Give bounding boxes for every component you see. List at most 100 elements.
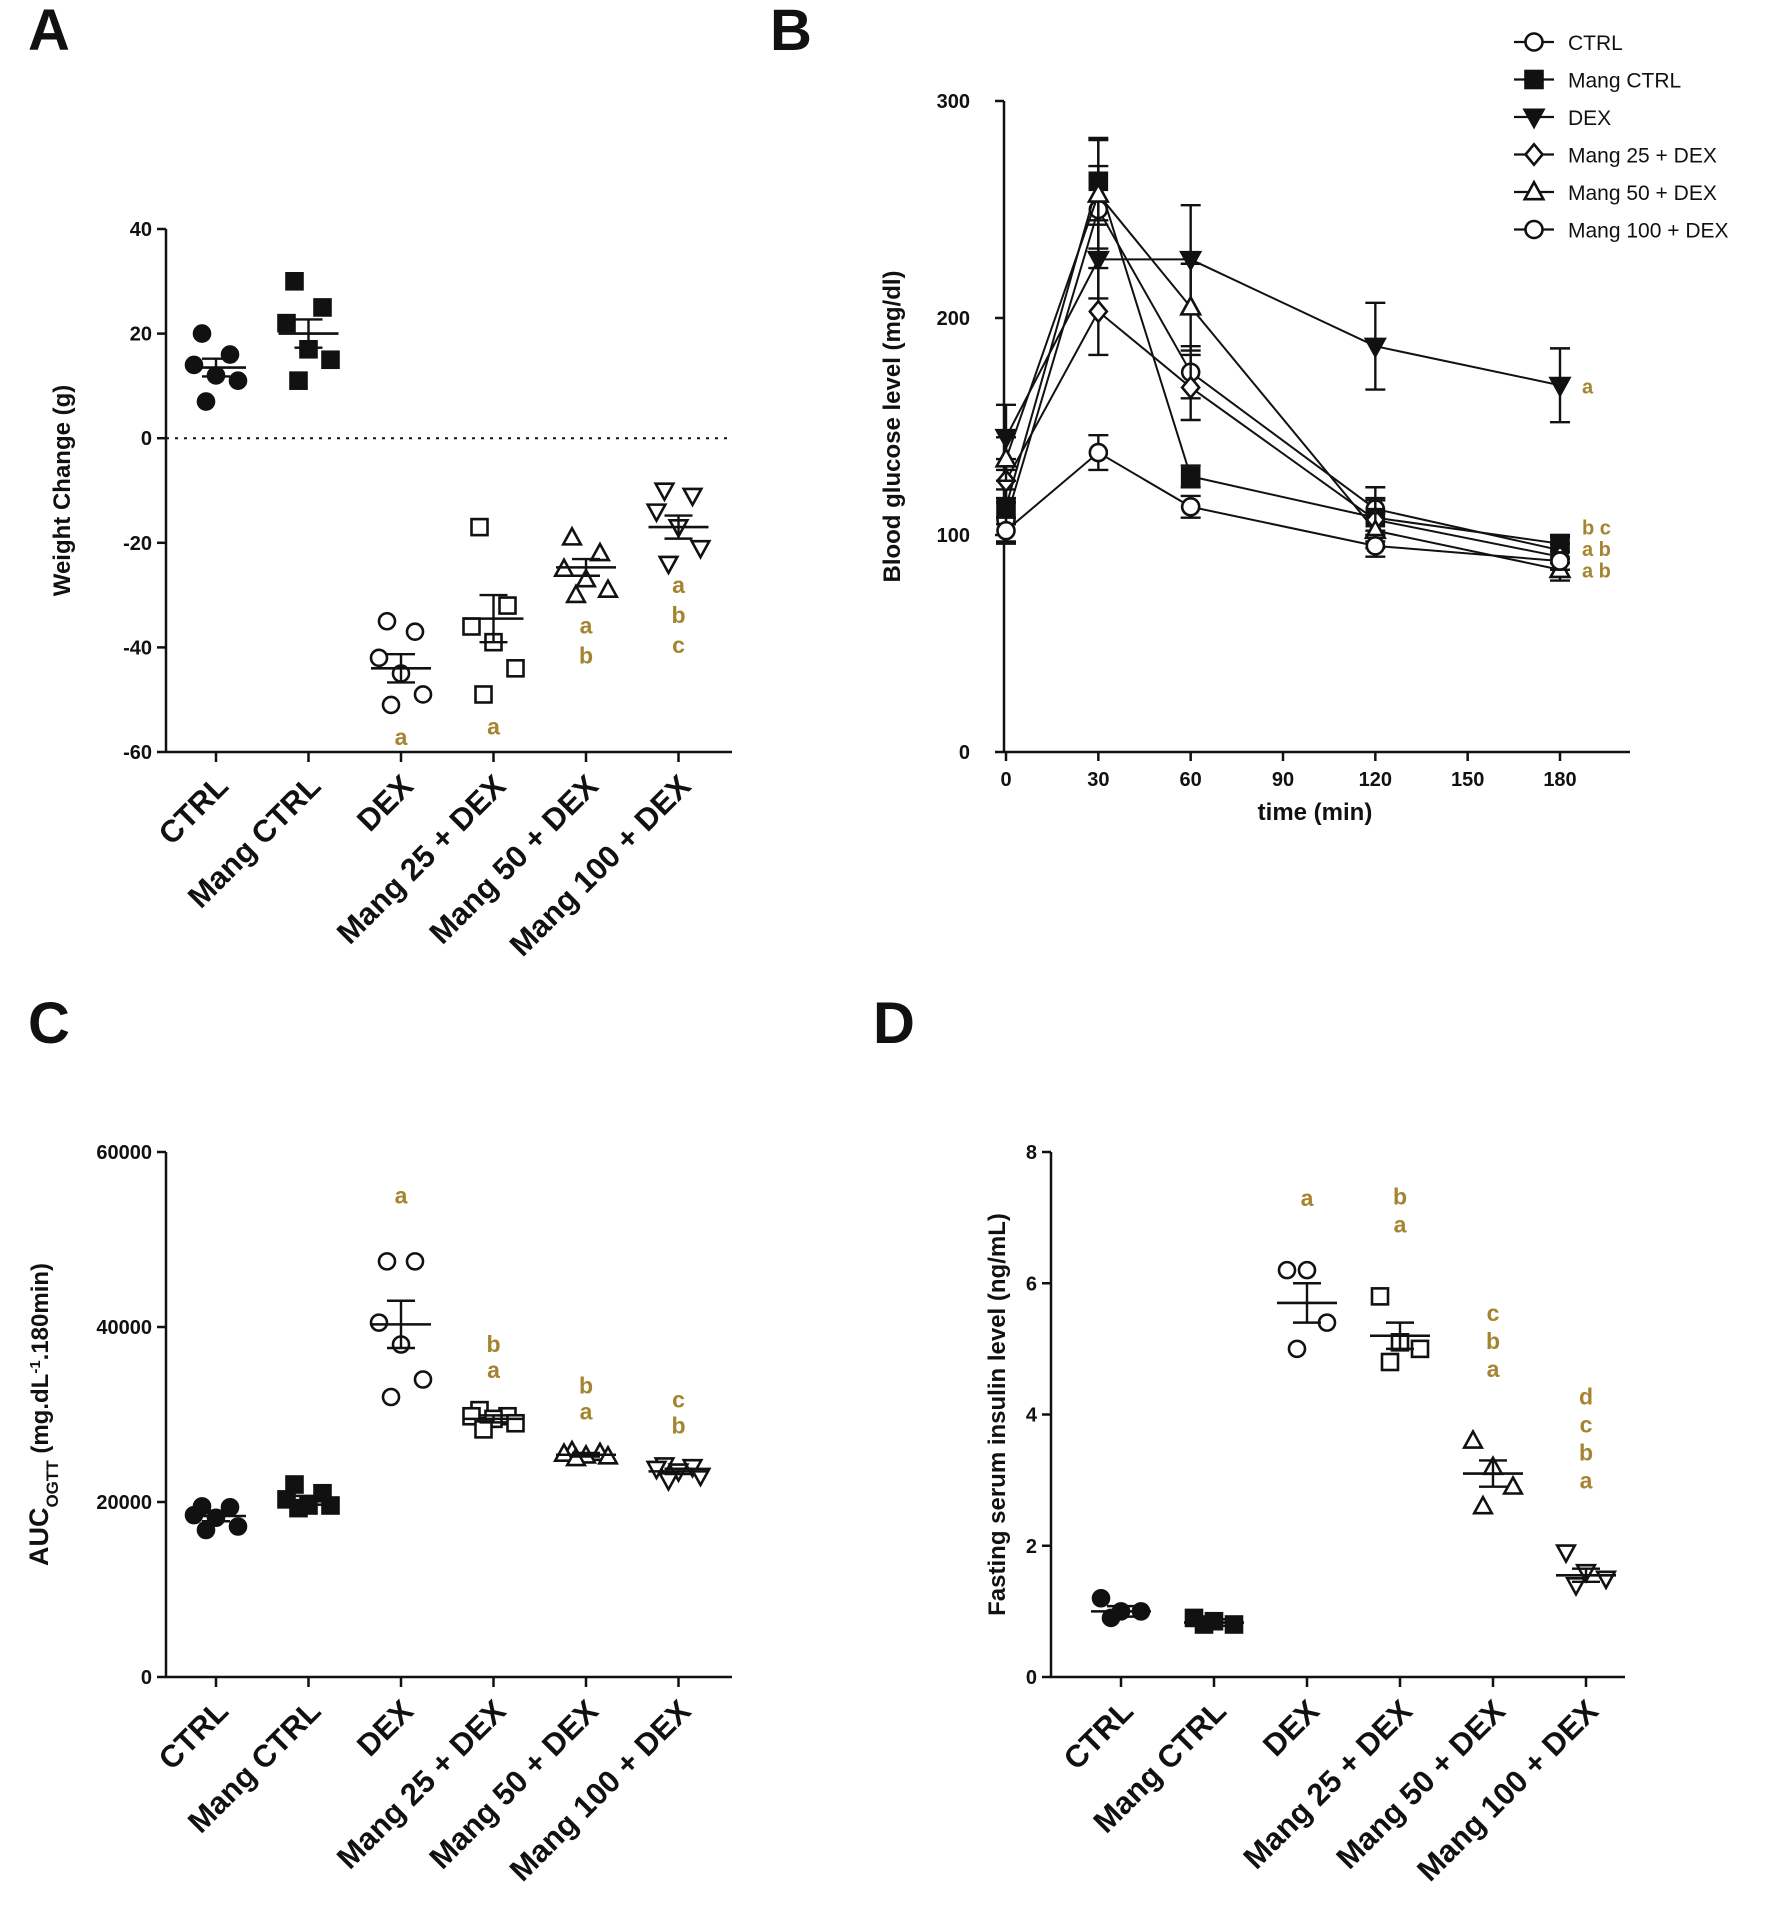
- data-point: [1180, 375, 1201, 400]
- y-tick-label: 2: [1026, 1536, 1037, 1558]
- data-point: [1180, 496, 1201, 517]
- series-line: [1005, 258, 1561, 438]
- y-tick-label: 20: [130, 324, 152, 346]
- data-point: [1277, 1260, 1297, 1280]
- y-tick-label: 40: [130, 219, 152, 241]
- y-axis-title-units: (mg.dL: [27, 1374, 54, 1461]
- data-point: [196, 392, 216, 411]
- legend-label: Mang 100 + DEX: [1568, 220, 1729, 243]
- significance-letter: a: [1487, 1356, 1500, 1382]
- data-point: [996, 520, 1016, 541]
- legend-item-mang-ctrl: Mang CTRL: [1514, 70, 1681, 93]
- data-point: [1363, 337, 1387, 359]
- data-point: [1472, 1494, 1494, 1515]
- significance-letter: a: [395, 724, 408, 750]
- data-point: [405, 622, 425, 642]
- data-point: [1180, 466, 1201, 487]
- series-mang-50-dex: [994, 138, 1572, 582]
- data-point: [1297, 1260, 1317, 1280]
- significance-letter: a: [1394, 1211, 1407, 1237]
- group-dex: DEX a: [350, 611, 433, 838]
- significance-letter: b: [671, 602, 685, 628]
- significance-letter: d: [1579, 1383, 1593, 1409]
- x-tick-label: Mang 50 + DEX: [422, 1693, 605, 1876]
- y-axis-title-main: AUC: [24, 1508, 54, 1567]
- y-axis-title: Weight Change (g): [49, 385, 76, 597]
- data-point: [1410, 1339, 1430, 1359]
- data-point: [506, 659, 525, 678]
- panel-b-glucose-time-course-chart: 0 100 200 300 0 30 60 90 120 150 180 time (min) Bloo…: [879, 32, 1729, 826]
- data-point: [1088, 299, 1109, 324]
- significance-letter: c: [1580, 1411, 1593, 1437]
- data-point: [597, 577, 619, 598]
- significance-letter: a: [672, 572, 685, 598]
- significance-letter: a: [580, 1398, 593, 1424]
- data-point: [657, 1472, 680, 1493]
- data-point: [289, 371, 308, 390]
- x-tick-label: 30: [1087, 769, 1109, 791]
- x-tick-label: 90: [1272, 769, 1294, 791]
- legend-item-mang-25-dex: Mang 25 + DEX: [1514, 142, 1717, 168]
- data-point: [285, 271, 304, 291]
- data-point: [1088, 442, 1109, 463]
- legend-item-mang-50-dex: Mang 50 + DEX: [1514, 179, 1717, 205]
- data-point: [1380, 1352, 1400, 1372]
- data-point: [1101, 1608, 1121, 1628]
- significance-letter: a: [1580, 1467, 1593, 1493]
- panel-letter-d: D: [873, 991, 915, 1056]
- data-point: [1317, 1313, 1337, 1332]
- data-point: [1179, 250, 1203, 272]
- significance-letter: a b: [1582, 561, 1611, 583]
- data-point: [1287, 1339, 1307, 1359]
- data-point: [1365, 536, 1386, 556]
- significance-letter: a: [580, 612, 593, 638]
- significance-letter: b: [1393, 1183, 1407, 1209]
- data-point: [1550, 551, 1570, 571]
- data-point: [589, 541, 611, 562]
- series-line: [1005, 192, 1561, 571]
- significance-letter: b: [1486, 1328, 1500, 1354]
- significance-letter: b c: [1582, 517, 1611, 539]
- legend-item-ctrl: CTRL: [1514, 32, 1623, 55]
- data-point: [462, 617, 481, 636]
- data-point: [1555, 1544, 1577, 1565]
- x-tick-label: 60: [1180, 769, 1202, 791]
- significance-letter: c: [672, 1386, 685, 1412]
- x-tick-label: 180: [1543, 769, 1576, 791]
- data-point: [1462, 1428, 1484, 1449]
- y-axis-title: Blood glucose level (mg/dl): [879, 270, 906, 582]
- data-point: [1548, 376, 1572, 398]
- significance-letter: b: [1579, 1439, 1593, 1465]
- x-tick-label: CTRL: [1057, 1693, 1140, 1776]
- x-tick-label: CTRL: [152, 768, 235, 851]
- data-point: [1224, 1615, 1244, 1634]
- y-tick-label: 0: [959, 742, 970, 764]
- data-point: [561, 525, 583, 546]
- y-tick-label: -20: [123, 533, 152, 555]
- y-tick-label: 200: [937, 308, 970, 330]
- y-tick-label: 60000: [96, 1142, 152, 1164]
- legend-label: Mang 50 + DEX: [1568, 182, 1717, 205]
- x-tick-label: DEX: [1256, 1693, 1326, 1763]
- x-tick-label: Mang 100 + DEX: [1410, 1693, 1605, 1888]
- data-point: [277, 313, 296, 333]
- data-point: [994, 446, 1018, 468]
- data-point: [369, 648, 389, 668]
- data-point: [1194, 1615, 1214, 1634]
- data-point: [196, 1520, 216, 1540]
- x-tick-label: CTRL: [152, 1693, 235, 1776]
- data-point: [289, 1498, 308, 1518]
- y-tick-label: 4: [1026, 1405, 1038, 1427]
- legend-marker: [1523, 142, 1545, 167]
- data-point: [657, 555, 680, 576]
- data-point: [377, 1252, 397, 1271]
- y-tick-label: 0: [141, 428, 152, 450]
- significance-letter: a: [487, 713, 500, 739]
- legend-label: DEX: [1568, 107, 1611, 130]
- y-tick-label: 8: [1026, 1142, 1037, 1164]
- x-axis-title: time (min): [1258, 799, 1373, 826]
- data-point: [228, 1517, 248, 1536]
